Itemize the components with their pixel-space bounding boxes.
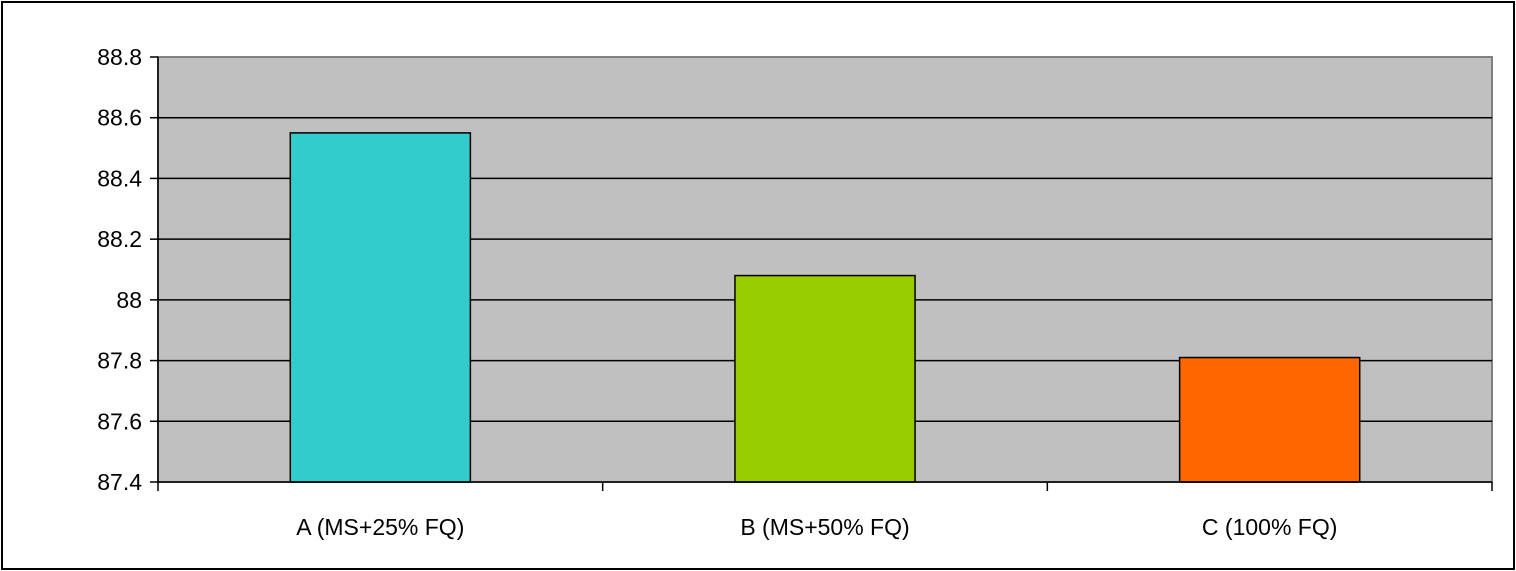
bar [734, 274, 916, 483]
x-tick-label: A (MS+25% FQ) [296, 514, 464, 540]
axes [150, 56, 1493, 491]
y-axis-tick-labels: 87.4 87.6 87.8 88 88.2 88.4 88.6 88.8 [97, 44, 142, 495]
y-tick-label: 87.6 [97, 408, 142, 434]
y-tick-label: 88.8 [97, 44, 142, 70]
y-tick-label: 87.8 [97, 348, 142, 374]
y-tick-label: 87.4 [97, 469, 142, 495]
y-tick-label: 88 [116, 287, 142, 313]
y-tick-label: 88.4 [97, 165, 142, 191]
y-tick-label: 88.6 [97, 105, 142, 131]
x-axis-tick-labels: A (MS+25% FQ) B (MS+50% FQ) C (100% FQ) [296, 514, 1337, 540]
y-tick-label: 88.2 [97, 226, 142, 252]
bar [289, 132, 472, 483]
bar [1178, 356, 1361, 483]
x-tick-label: B (MS+50% FQ) [740, 514, 909, 540]
x-tick-label: C (100% FQ) [1202, 514, 1337, 540]
bars [289, 132, 1361, 483]
